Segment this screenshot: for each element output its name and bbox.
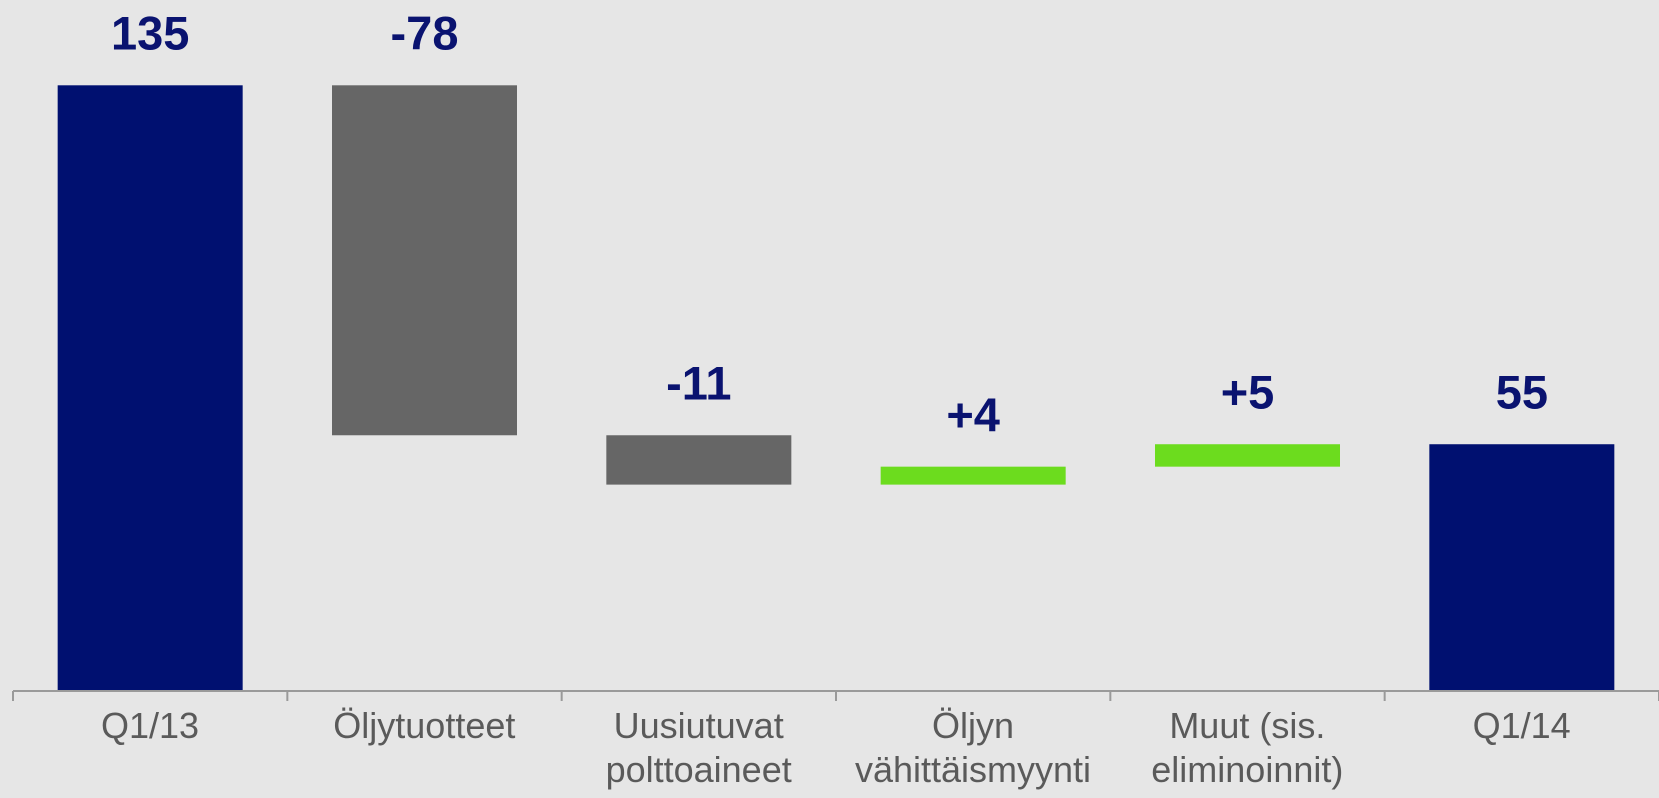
value-label: 135 bbox=[111, 7, 189, 60]
x-tick-label: Öljyn vähittäismyynti bbox=[854, 705, 1092, 790]
value-label: -11 bbox=[666, 357, 731, 410]
bar bbox=[880, 466, 1066, 485]
x-tick-label: Muut (sis. eliminoinnit) bbox=[1151, 705, 1344, 790]
value-label: +5 bbox=[1221, 366, 1275, 419]
x-tick-label: Q1/13 bbox=[100, 705, 200, 746]
bar bbox=[57, 85, 243, 692]
x-tick-label: Uusiutuvat polttoaineet bbox=[605, 705, 792, 790]
value-label: +4 bbox=[946, 388, 1000, 441]
bar bbox=[332, 85, 517, 436]
value-label: -78 bbox=[391, 7, 459, 60]
bar bbox=[1155, 444, 1340, 467]
x-tick-label: Öljytuotteet bbox=[333, 705, 516, 746]
x-tick-label: Q1/14 bbox=[1472, 705, 1571, 746]
bar bbox=[1429, 444, 1615, 691]
bar bbox=[606, 435, 792, 485]
value-label: 55 bbox=[1496, 366, 1548, 419]
